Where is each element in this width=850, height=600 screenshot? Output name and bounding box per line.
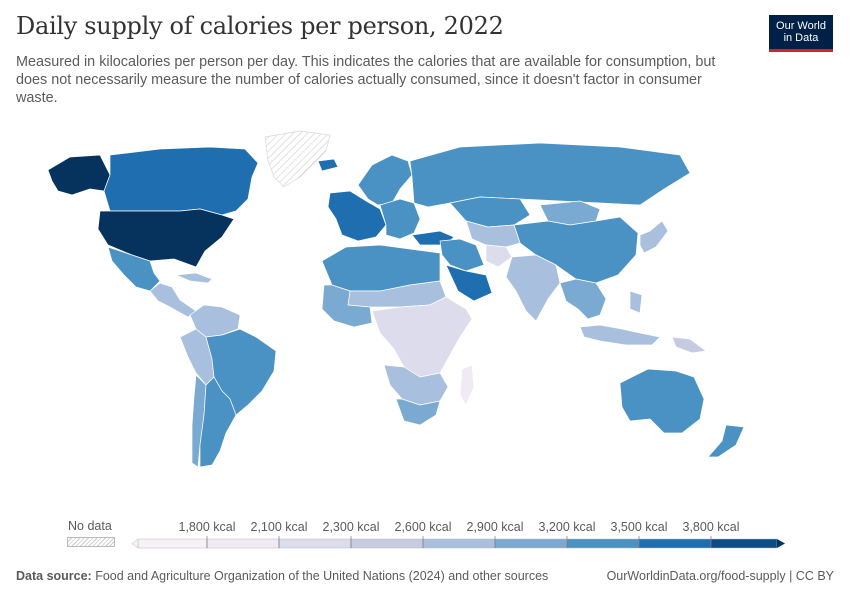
- legend-arrow-start: [131, 538, 139, 549]
- legend-label-2: 2,300 kcal: [323, 520, 380, 534]
- chart-title: Daily supply of calories per person, 202…: [16, 12, 504, 40]
- region-south-africa[interactable]: [395, 398, 441, 426]
- region-argentina[interactable]: [199, 376, 237, 468]
- legend-bin-below-min: [137, 538, 208, 549]
- legend-bin-5: [566, 538, 640, 549]
- region-canada[interactable]: [103, 146, 259, 216]
- legend-no-data-swatch: [67, 537, 115, 547]
- legend-label-4: 2,900 kcal: [467, 520, 524, 534]
- legend-label-6: 3,500 kcal: [611, 520, 668, 534]
- region-new-zealand[interactable]: [707, 424, 745, 458]
- region-greenland[interactable]: [264, 130, 331, 188]
- region-japan-korea[interactable]: [639, 220, 669, 254]
- region-central-asia[interactable]: [465, 220, 521, 248]
- region-eastern-europe[interactable]: [379, 198, 421, 240]
- region-papua-new-guinea[interactable]: [671, 336, 707, 354]
- region-alaska[interactable]: [47, 154, 111, 196]
- region-indonesia-philippines[interactable]: [579, 290, 661, 346]
- region-southern-africa[interactable]: [383, 364, 449, 406]
- region-middle-east[interactable]: [439, 238, 485, 272]
- region-united-states[interactable]: [97, 208, 235, 268]
- legend-bin-6: [638, 538, 712, 549]
- legend-label-0: 1,800 kcal: [179, 520, 236, 534]
- region-india[interactable]: [505, 254, 561, 322]
- legend-label-5: 3,200 kcal: [539, 520, 596, 534]
- region-southeast-asia[interactable]: [559, 278, 607, 320]
- legend-label-1: 2,100 kcal: [251, 520, 308, 534]
- region-russia[interactable]: [409, 142, 691, 208]
- world-map: [47, 130, 745, 468]
- color-legend: 1,800 kcal 2,100 kcal 2,300 kcal 2,600 kcal…: [131, 520, 785, 549]
- legend-bin-0: [206, 538, 280, 549]
- region-australia[interactable]: [619, 368, 705, 434]
- data-source-label: Data source:: [16, 569, 92, 583]
- region-saudi-arabia[interactable]: [445, 264, 493, 302]
- region-scandinavia[interactable]: [357, 154, 413, 206]
- region-central-east-africa[interactable]: [371, 296, 473, 378]
- region-afghanistan[interactable]: [485, 244, 513, 268]
- url-license[interactable]: OurWorldinData.org/food-supply | CC BY: [606, 569, 834, 583]
- legend-label-7: 3,800 kcal: [683, 520, 740, 534]
- region-madagascar[interactable]: [459, 364, 475, 406]
- legend-bin-3: [422, 538, 496, 549]
- region-kazakhstan[interactable]: [449, 196, 531, 228]
- legend-bin-7: [710, 538, 778, 549]
- data-source: Data source: Food and Agriculture Organi…: [16, 569, 548, 583]
- legend-bin-2: [350, 538, 424, 549]
- region-west-africa[interactable]: [321, 284, 373, 328]
- region-western-europe[interactable]: [327, 190, 387, 242]
- owid-logo[interactable]: Our World in Data: [769, 15, 833, 52]
- legend-arrow: [777, 539, 785, 548]
- legend-no-data-label: No data: [68, 519, 112, 533]
- chart-subtitle: Measured in kilocalories per person per …: [16, 54, 716, 106]
- data-source-text[interactable]: Food and Agriculture Organization of the…: [95, 569, 549, 583]
- legend-bin-4: [494, 538, 568, 549]
- legend-label-3: 2,600 kcal: [395, 520, 452, 534]
- legend-bin-1: [278, 538, 352, 549]
- logo-line-2: in Data: [783, 32, 819, 44]
- logo-line-1: Our World: [776, 20, 826, 32]
- region-mexico[interactable]: [107, 246, 161, 292]
- region-iceland[interactable]: [317, 158, 339, 172]
